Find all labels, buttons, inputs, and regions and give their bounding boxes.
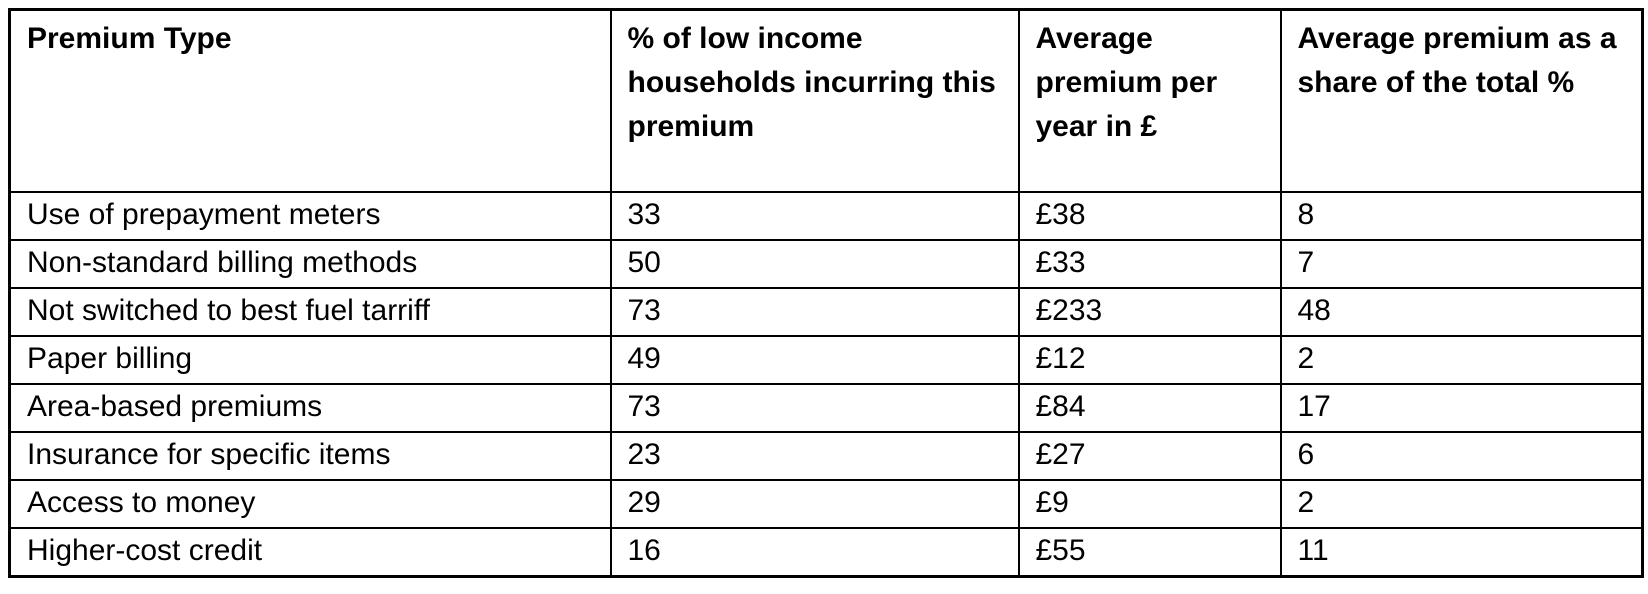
cell-avg-premium: £55 [1017,526,1282,577]
table-row: Non-standard billing methods 50 £33 7 [8,238,1644,289]
header-row: Premium Type % of low income households … [8,8,1644,193]
cell-share-total: 6 [1279,430,1644,481]
cell-pct-households: 23 [609,430,1020,481]
table-row: Insurance for specific items 23 £27 6 [8,430,1644,481]
cell-premium-type: Access to money [8,478,612,529]
cell-avg-premium: £233 [1017,286,1282,337]
header-cell-average-premium-share-of-total: Average premium as a share of the total … [1279,8,1644,193]
table-row: Use of prepayment meters 33 £38 8 [8,190,1644,241]
cell-share-total: 17 [1279,382,1644,433]
header-cell-premium-type: Premium Type [8,8,612,193]
cell-avg-premium: £12 [1017,334,1282,385]
cell-pct-households: 73 [609,286,1020,337]
table-row: Not switched to best fuel tarriff 73 £23… [8,286,1644,337]
cell-pct-households: 50 [609,238,1020,289]
header-cell-average-premium-per-year: Average premium per year in £ [1017,8,1282,193]
cell-premium-type: Higher-cost credit [8,526,612,577]
cell-premium-type: Use of prepayment meters [8,190,612,241]
cell-pct-households: 33 [609,190,1020,241]
table-row: Access to money 29 £9 2 [8,478,1644,529]
premium-types-table: Premium Type % of low income households … [8,8,1644,578]
cell-share-total: 2 [1279,334,1644,385]
cell-avg-premium: £27 [1017,430,1282,481]
cell-pct-households: 29 [609,478,1020,529]
cell-share-total: 8 [1279,190,1644,241]
cell-premium-type: Not switched to best fuel tarriff [8,286,612,337]
header-cell-pct-low-income-households: % of low income households incurring thi… [609,8,1020,193]
cell-pct-households: 49 [609,334,1020,385]
cell-pct-households: 73 [609,382,1020,433]
table-row: Higher-cost credit 16 £55 11 [8,526,1644,577]
cell-pct-households: 16 [609,526,1020,577]
table-row: Paper billing 49 £12 2 [8,334,1644,385]
cell-premium-type: Paper billing [8,334,612,385]
cell-avg-premium: £38 [1017,190,1282,241]
table-row: Area-based premiums 73 £84 17 [8,382,1644,433]
cell-share-total: 48 [1279,286,1644,337]
cell-share-total: 2 [1279,478,1644,529]
cell-avg-premium: £84 [1017,382,1282,433]
cell-avg-premium: £9 [1017,478,1282,529]
cell-share-total: 11 [1279,526,1644,577]
cell-premium-type: Area-based premiums [8,382,612,433]
cell-premium-type: Insurance for specific items [8,430,612,481]
cell-premium-type: Non-standard billing methods [8,238,612,289]
cell-share-total: 7 [1279,238,1644,289]
cell-avg-premium: £33 [1017,238,1282,289]
